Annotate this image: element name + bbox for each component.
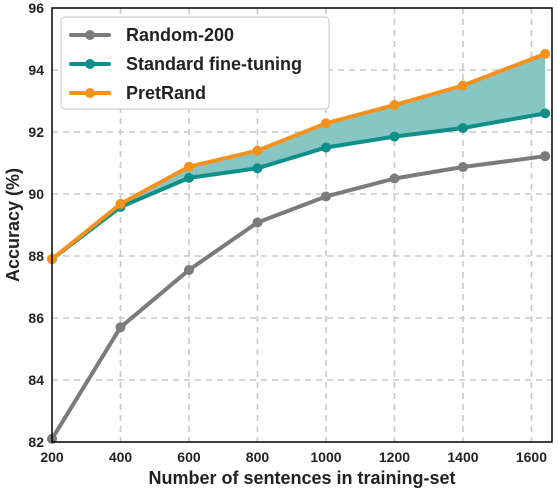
y-tick-label: 92 bbox=[28, 124, 44, 140]
data-point bbox=[457, 122, 468, 133]
data-point bbox=[320, 142, 331, 153]
legend-label: Standard fine-tuning bbox=[126, 54, 302, 74]
legend-item: Random-200 bbox=[69, 25, 234, 45]
data-point bbox=[252, 217, 263, 228]
x-tick-label: 1600 bbox=[516, 449, 547, 465]
y-tick-label: 96 bbox=[28, 0, 44, 16]
x-tick-label: 1200 bbox=[379, 449, 410, 465]
plot-frame bbox=[51, 7, 553, 443]
x-tick-label: 200 bbox=[40, 449, 64, 465]
series-line bbox=[50, 154, 548, 441]
series-line bbox=[50, 51, 548, 262]
legend-item: PretRand bbox=[69, 83, 206, 103]
data-point bbox=[457, 162, 468, 173]
data-point bbox=[115, 198, 126, 209]
data-point bbox=[540, 108, 551, 119]
data-point bbox=[457, 80, 468, 91]
data-point bbox=[252, 163, 263, 174]
series-0 bbox=[47, 151, 551, 444]
x-tick-label: 1400 bbox=[447, 449, 478, 465]
data-point bbox=[252, 145, 263, 156]
data-point bbox=[115, 322, 126, 333]
x-tick-label: 600 bbox=[177, 449, 201, 465]
data-point bbox=[183, 161, 194, 172]
fill-between-area bbox=[52, 53, 546, 260]
y-tick-label: 94 bbox=[28, 62, 44, 78]
legend-label: Random-200 bbox=[126, 25, 234, 45]
data-point bbox=[183, 172, 194, 183]
legend-label: PretRand bbox=[126, 83, 206, 103]
x-tick-labels: 200 400 600 800 1000 1200 1400 1600 bbox=[40, 449, 547, 465]
series-lines bbox=[47, 48, 551, 444]
data-point bbox=[320, 118, 331, 129]
legend-swatch-marker bbox=[85, 59, 95, 69]
y-tick-labels: 82 84 86 88 90 92 94 96 bbox=[28, 0, 44, 450]
y-axis-title: Accuracy (%) bbox=[3, 168, 23, 282]
data-point bbox=[183, 264, 194, 275]
data-point bbox=[540, 48, 551, 59]
x-tick-label: 1000 bbox=[310, 449, 341, 465]
series-line bbox=[50, 111, 548, 262]
data-point bbox=[320, 191, 331, 202]
data-point bbox=[389, 100, 400, 111]
data-point bbox=[540, 151, 551, 162]
legend-box bbox=[60, 16, 330, 110]
x-axis-title: Number of sentences in training-set bbox=[148, 468, 455, 488]
legend-swatch-marker bbox=[85, 30, 95, 40]
legend-swatch-marker bbox=[85, 88, 95, 98]
y-tick-label: 84 bbox=[28, 372, 44, 388]
y-tick-label: 86 bbox=[28, 310, 44, 326]
fill-between-polygon bbox=[52, 53, 546, 260]
legend: Random-200 Standard fine-tuning PretRand bbox=[60, 16, 330, 110]
data-point bbox=[389, 173, 400, 184]
y-tick-label: 88 bbox=[28, 248, 44, 264]
x-tick-label: 400 bbox=[109, 449, 133, 465]
y-tick-label: 90 bbox=[28, 186, 44, 202]
x-tick-label: 800 bbox=[246, 449, 270, 465]
data-point bbox=[389, 131, 400, 142]
legend-item: Standard fine-tuning bbox=[69, 54, 302, 74]
y-tick-label: 82 bbox=[28, 434, 44, 450]
